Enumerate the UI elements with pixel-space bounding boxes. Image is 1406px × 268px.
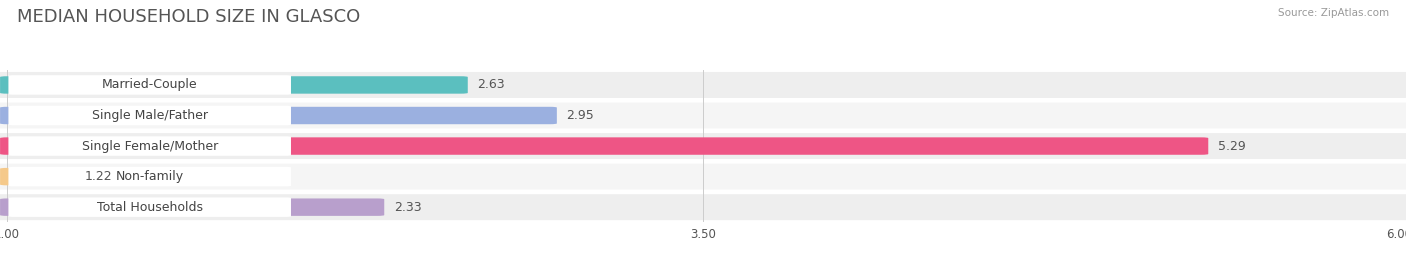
FancyBboxPatch shape (0, 199, 384, 216)
FancyBboxPatch shape (0, 76, 468, 94)
Text: 2.63: 2.63 (478, 79, 505, 91)
FancyBboxPatch shape (0, 133, 1406, 159)
FancyBboxPatch shape (0, 137, 1208, 155)
Text: 1.22: 1.22 (84, 170, 112, 183)
FancyBboxPatch shape (8, 136, 291, 156)
Text: 2.33: 2.33 (394, 201, 422, 214)
FancyBboxPatch shape (8, 198, 291, 217)
FancyBboxPatch shape (8, 106, 291, 125)
FancyBboxPatch shape (8, 75, 291, 95)
Text: Single Male/Father: Single Male/Father (91, 109, 208, 122)
FancyBboxPatch shape (0, 107, 557, 124)
Text: Total Households: Total Households (97, 201, 202, 214)
FancyBboxPatch shape (8, 167, 291, 186)
FancyBboxPatch shape (0, 194, 1406, 220)
Text: 5.29: 5.29 (1218, 140, 1246, 152)
FancyBboxPatch shape (0, 72, 1406, 98)
Text: MEDIAN HOUSEHOLD SIZE IN GLASCO: MEDIAN HOUSEHOLD SIZE IN GLASCO (17, 8, 360, 26)
FancyBboxPatch shape (0, 103, 1406, 128)
FancyBboxPatch shape (0, 168, 76, 185)
Text: Married-Couple: Married-Couple (101, 79, 197, 91)
Text: Source: ZipAtlas.com: Source: ZipAtlas.com (1278, 8, 1389, 18)
Text: Single Female/Mother: Single Female/Mother (82, 140, 218, 152)
Text: Non-family: Non-family (115, 170, 184, 183)
FancyBboxPatch shape (0, 164, 1406, 189)
Text: 2.95: 2.95 (567, 109, 595, 122)
